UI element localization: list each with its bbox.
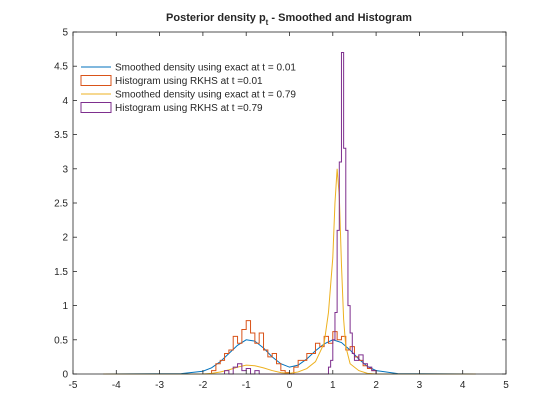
x-tick-label: 3 [417,380,423,391]
y-tick-label: 5 [62,28,68,39]
axes-layer: -5 -4 -3 -2 -1 0 1 2 3 4 5 0 0.5 1 1.5 2 2.5 3 3.5 4 4.5 5 [54,28,509,392]
plot-area [73,32,506,374]
x-tick-label: -4 [112,380,121,391]
x-tick-label: 0 [287,380,293,391]
chart-title: Posterior density pt - Smoothed and Hist… [166,12,412,27]
y-tick-label: 2 [62,233,68,244]
x-tick-label: 4 [460,380,466,391]
legend-swatch-2 [80,75,112,86]
x-tick-label: 1 [330,380,336,391]
x-tick-label: -1 [242,380,251,391]
legend-label-1: Smoothed density using exact at t = 0.01 [115,63,296,74]
x-tick-label: -3 [155,380,164,391]
plot-background [73,32,506,374]
y-tick-label: 0 [62,370,68,381]
y-tick-label: 4.5 [54,62,68,73]
y-tick-label: 0.5 [54,335,68,346]
x-tick-label: -5 [69,380,78,391]
legend-label-2: Histogram using RKHS at t =0.01 [115,76,263,87]
legend-label-3: Smoothed density using exact at t = 0.79 [115,90,296,101]
x-tick-label: 2 [373,380,379,391]
series-line-3 [103,168,476,375]
y-tick-label: 4 [62,96,68,107]
legend-label-4: Histogram using RKHS at t =0.79 [115,103,263,114]
series-line-4 [224,52,377,375]
legend: Smoothed density using exact at t = 0.01… [80,63,296,114]
x-tick-label: 5 [503,380,509,391]
y-tick-label: 3.5 [54,130,68,141]
legend-swatch-4 [80,102,112,113]
y-tick-label: 3 [62,164,68,175]
y-tick-label: 1.5 [54,267,68,278]
y-tick-label: 2.5 [54,199,68,210]
series-layer [103,52,476,375]
y-tick-label: 1 [62,301,68,312]
x-tick-label: -2 [198,380,207,391]
